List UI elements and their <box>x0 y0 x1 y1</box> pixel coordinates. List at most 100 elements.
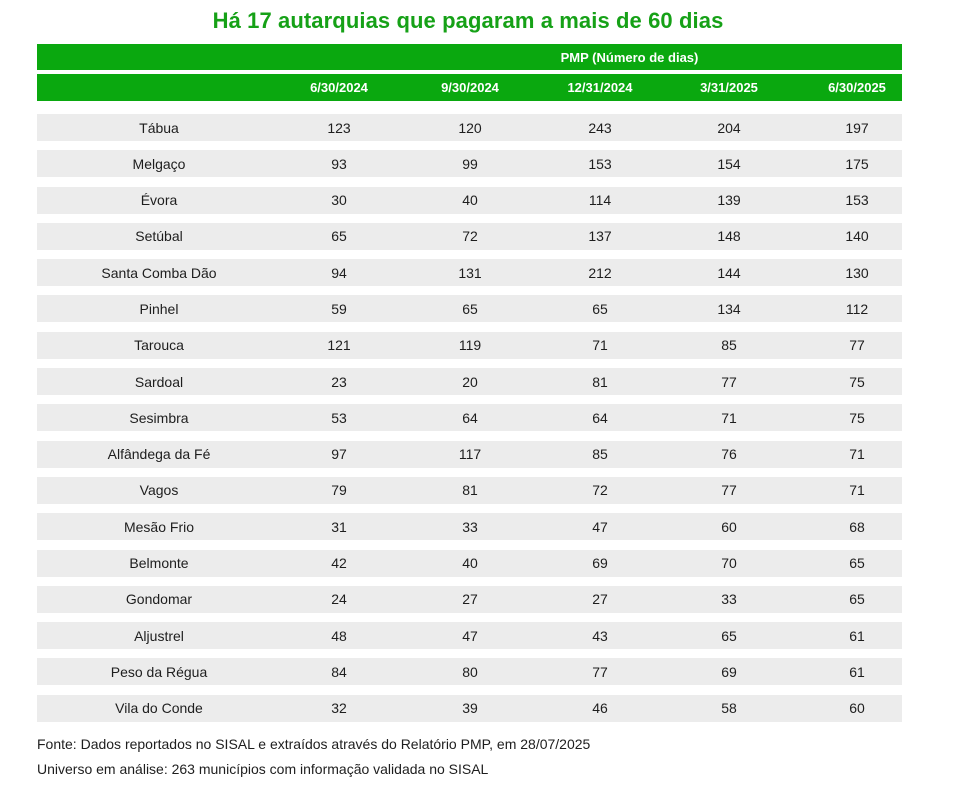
municipality-name: Setúbal <box>135 228 183 245</box>
table-row: Tarouca 121 119 71 85 77 <box>37 331 902 359</box>
table-group-header: PMP (Número de dias) <box>37 44 902 70</box>
municipality-name: Gondomar <box>125 591 193 608</box>
pmp-value: 77 <box>592 663 608 680</box>
pmp-value: 72 <box>462 228 478 245</box>
pmp-value: 85 <box>592 446 608 463</box>
pmp-value: 65 <box>592 300 608 317</box>
pmp-value: 119 <box>458 337 482 354</box>
municipality-name: Alfândega da Fé <box>107 446 211 463</box>
municipality-name: Pinhel <box>139 300 179 317</box>
pmp-value: 46 <box>592 700 608 717</box>
table-body: Tábua 123 120 243 204 197 Melgaço 93 99 153 154 175… <box>37 114 902 731</box>
pmp-value: 140 <box>845 228 869 245</box>
pmp-value: 75 <box>849 409 865 426</box>
pmp-value: 40 <box>462 192 478 209</box>
pmp-value: 69 <box>592 555 608 572</box>
pmp-value: 154 <box>717 155 741 172</box>
table-row: Pinhel 59 65 65 134 112 <box>37 295 902 323</box>
table-row: Vila do Conde 32 39 46 58 60 <box>37 694 902 722</box>
pmp-value: 77 <box>721 482 737 499</box>
municipality-name: Mesão Frio <box>123 518 195 535</box>
municipality-name: Évora <box>140 192 178 209</box>
pmp-value: 39 <box>462 700 478 717</box>
pmp-value: 27 <box>462 591 478 608</box>
pmp-value: 212 <box>588 264 612 281</box>
municipality-name: Belmonte <box>129 555 189 572</box>
column-header-date: 9/30/2024 <box>441 80 499 95</box>
pmp-value: 148 <box>717 228 741 245</box>
pmp-value: 40 <box>462 555 478 572</box>
pmp-value: 48 <box>331 627 347 644</box>
municipality-name: Sesimbra <box>129 409 189 426</box>
pmp-value: 27 <box>592 591 608 608</box>
pmp-value: 65 <box>849 555 865 572</box>
pmp-value: 79 <box>331 482 347 499</box>
pmp-value: 61 <box>849 663 865 680</box>
table-row: Peso da Régua 84 80 77 69 61 <box>37 658 902 686</box>
pmp-value: 112 <box>845 300 869 317</box>
pmp-value: 24 <box>331 591 347 608</box>
table-row: Belmonte 42 40 69 70 65 <box>37 549 902 577</box>
pmp-value: 53 <box>331 409 347 426</box>
pmp-value: 130 <box>845 264 869 281</box>
table-row: Mesão Frio 31 33 47 60 68 <box>37 513 902 541</box>
municipality-name: Tarouca <box>134 337 184 354</box>
pmp-value: 243 <box>588 119 612 136</box>
municipality-name: Tábua <box>139 119 179 136</box>
pmp-value: 204 <box>717 119 741 136</box>
pmp-value: 75 <box>849 373 865 390</box>
pmp-value: 93 <box>331 155 347 172</box>
pmp-value: 70 <box>721 555 737 572</box>
table-row: Sardoal 23 20 81 77 75 <box>37 368 902 396</box>
pmp-value: 65 <box>721 627 737 644</box>
pmp-value: 134 <box>717 300 741 317</box>
pmp-value: 120 <box>458 119 482 136</box>
pmp-value: 68 <box>849 518 865 535</box>
pmp-value: 114 <box>588 192 612 209</box>
table-row: Setúbal 65 72 137 148 140 <box>37 222 902 250</box>
pmp-value: 131 <box>458 264 482 281</box>
pmp-value: 69 <box>721 663 737 680</box>
pmp-value: 20 <box>462 373 478 390</box>
table-row: Vagos 79 81 72 77 71 <box>37 476 902 504</box>
table-row: Sesimbra 53 64 64 71 75 <box>37 404 902 432</box>
pmp-value: 71 <box>849 482 865 499</box>
pmp-value: 139 <box>717 192 741 209</box>
table-row: Alfândega da Fé 97 117 85 76 71 <box>37 440 902 468</box>
column-header-date: 3/31/2025 <box>700 80 758 95</box>
pmp-value: 153 <box>845 192 869 209</box>
pmp-value: 197 <box>845 119 869 136</box>
pmp-value: 65 <box>462 300 478 317</box>
page-title: Há 17 autarquias que pagaram a mais de 6… <box>212 8 724 33</box>
pmp-value: 60 <box>721 518 737 535</box>
pmp-value: 64 <box>592 409 608 426</box>
municipality-name: Vila do Conde <box>115 700 203 717</box>
pmp-value: 59 <box>331 300 347 317</box>
pmp-value: 64 <box>462 409 478 426</box>
table-row: Gondomar 24 27 27 33 65 <box>37 585 902 613</box>
municipality-name: Santa Comba Dão <box>101 264 217 281</box>
column-header-date: 6/30/2025 <box>828 80 886 95</box>
pmp-value: 47 <box>592 518 608 535</box>
pmp-value: 144 <box>717 264 741 281</box>
table-row: Melgaço 93 99 153 154 175 <box>37 150 902 178</box>
municipality-name: Melgaço <box>132 155 186 172</box>
pmp-value: 77 <box>849 337 865 354</box>
pmp-value: 76 <box>721 446 737 463</box>
pmp-value: 97 <box>331 446 347 463</box>
pmp-value: 94 <box>331 264 347 281</box>
group-header-label: PMP (Número de dias) <box>560 49 699 65</box>
pmp-value: 153 <box>588 155 612 172</box>
pmp-value: 117 <box>458 446 482 463</box>
municipality-name: Peso da Régua <box>110 663 208 680</box>
pmp-value: 123 <box>327 119 351 136</box>
pmp-value: 65 <box>331 228 347 245</box>
pmp-value: 77 <box>721 373 737 390</box>
pmp-value: 71 <box>592 337 608 354</box>
pmp-value: 65 <box>849 591 865 608</box>
pmp-value: 33 <box>721 591 737 608</box>
pmp-value: 72 <box>592 482 608 499</box>
pmp-value: 71 <box>721 409 737 426</box>
table-row: Santa Comba Dão 94 131 212 144 130 <box>37 259 902 287</box>
pmp-value: 137 <box>588 228 612 245</box>
